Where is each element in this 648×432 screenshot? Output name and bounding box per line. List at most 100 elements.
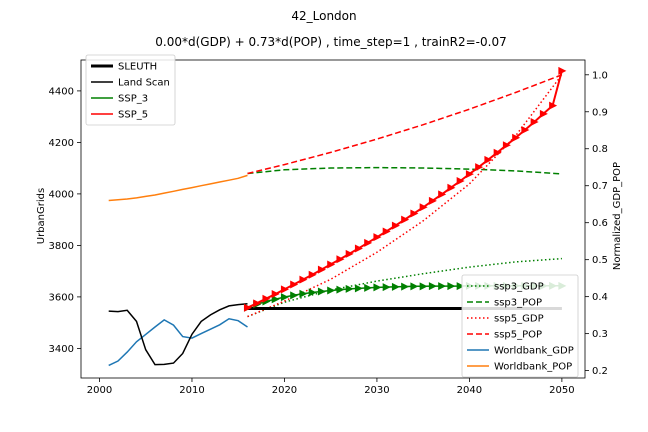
data-point-ssp-3 [447,282,456,291]
data-point-ssp-5 [373,233,382,242]
data-point-ssp-5 [253,299,262,308]
data-point-ssp-5 [336,255,345,264]
legend-left: SLEUTH Land Scan SSP_3 SSP_5 [85,54,176,126]
series-line-land-scan [108,303,248,366]
data-point-ssp-3 [317,287,326,296]
x-tick-label: 2030 [364,385,389,396]
data-point-ssp-5 [558,66,567,75]
data-point-ssp-5 [280,285,289,294]
data-point-ssp-3 [290,291,299,300]
x-tick-label: 2000 [87,385,112,396]
x-tick-label: 2020 [272,385,297,396]
axes: 2000 2010 2020 2030 2040 2050 3400 3600 3800 4000… [49,59,608,396]
data-point-ssp-5 [447,183,456,192]
data-point-ssp-5 [493,148,502,157]
data-point-ssp-5 [530,118,539,127]
right-y-tick-label: 0.7 [592,181,608,192]
data-point-ssp-5 [410,209,419,218]
data-point-ssp-5 [419,203,428,212]
x-tick-label: 2050 [549,385,574,396]
y-tick-label: 3400 [49,344,74,355]
y-tick-label: 4000 [49,189,74,200]
right-y-tick-label: 0.4 [592,292,608,303]
data-point-ssp-3 [354,284,363,293]
data-point-ssp-5 [484,155,493,164]
right-y-tick-label: 0.3 [592,329,608,340]
legend-label: ssp5_POP [494,330,542,341]
chart-subtitle: 0.00*d(GDP) + 0.73*d(POP) , time_step=1 … [155,35,506,49]
x-tick-label: 2040 [457,385,482,396]
data-point-ssp-5 [382,227,391,236]
legends: SLEUTH Land Scan SSP_3 SSP_5 ssp3_GDP ssp3_PO… [85,54,579,378]
data-point-ssp-5 [299,275,308,284]
right-y-tick-label: 0.6 [592,218,608,229]
series-line-worldbank-gdp [108,318,248,367]
y-axis-label: UrbanGrids [36,188,47,244]
data-point-ssp-3 [401,282,410,291]
data-point-ssp-5 [243,303,252,312]
data-point-ssp-5 [438,190,447,199]
data-point-ssp-5 [262,294,271,303]
data-point-ssp-5 [549,101,558,110]
data-point-ssp-5 [364,238,373,247]
data-point-ssp-5 [391,221,400,230]
data-point-ssp-5 [271,290,280,299]
legend-right-box [461,274,579,378]
right-y-tick-label: 0.8 [592,144,608,155]
legend-label: SSP_5 [118,110,148,121]
y-tick-label: 3800 [49,241,74,252]
data-point-ssp-3 [373,283,382,292]
data-point-ssp-5 [308,270,317,279]
right-y-tick-label: 0.9 [592,107,608,118]
data-point-ssp-5 [502,141,511,150]
series-line-ssp3-pop [247,166,562,175]
right-y-axis-label: Normalized_GDP_POP [612,162,623,270]
right-y-tick-label: 1.0 [592,70,608,81]
data-point-ssp-3 [345,284,354,293]
data-point-ssp-5 [345,249,354,258]
series-line-ssp-5 [247,70,563,309]
legend-label: SLEUTH [118,62,157,73]
data-point-ssp-5 [428,196,437,205]
data-point-ssp-3 [428,282,437,291]
y-tick-label: 4200 [49,138,74,149]
right-y-tick-label: 0.2 [592,366,608,377]
right-y-tick-label: 0.5 [592,255,608,266]
legend-label: Land Scan [118,78,170,89]
x-tick-label: 2010 [179,385,204,396]
data-point-ssp-3 [336,285,345,294]
data-point-ssp-5 [354,244,363,253]
series-line-ssp5-pop [247,74,563,175]
legend-label: ssp3_GDP [494,282,544,293]
data-point-ssp-5 [512,133,521,142]
data-point-ssp-3 [327,286,336,295]
data-point-ssp-3 [299,289,308,298]
y-tick-label: 3600 [49,292,74,303]
data-point-ssp-3 [280,293,289,302]
data-point-ssp-3 [419,282,428,291]
legend-label: ssp3_POP [494,298,542,309]
data-point-ssp-5 [401,215,410,224]
data-point-ssp-5 [456,177,465,186]
data-point-ssp-3 [391,282,400,291]
legend-label: SSP_3 [118,94,148,105]
data-point-ssp-5 [327,260,336,269]
data-point-ssp-5 [475,163,484,172]
data-point-ssp-5 [521,126,530,135]
legend-left-box [85,54,176,126]
series-line-worldbank-pop [108,174,248,202]
data-point-ssp-3 [410,282,419,291]
legend-label: Worldbank_GDP [494,346,574,357]
data-point-ssp-5 [290,280,299,289]
data-point-ssp-5 [317,265,326,274]
data-point-ssp-3 [438,282,447,291]
data-point-ssp-5 [465,170,474,179]
data-point-ssp-3 [382,283,391,292]
legend-right: ssp3_GDP ssp3_POP ssp5_GDP ssp5_POP Worldban… [461,274,579,378]
data-point-ssp-3 [456,282,465,291]
data-point-ssp-3 [271,295,280,304]
data-point-ssp-3 [364,283,373,292]
data-point-ssp-3 [308,288,317,297]
chart-title: 42_London [291,9,356,23]
